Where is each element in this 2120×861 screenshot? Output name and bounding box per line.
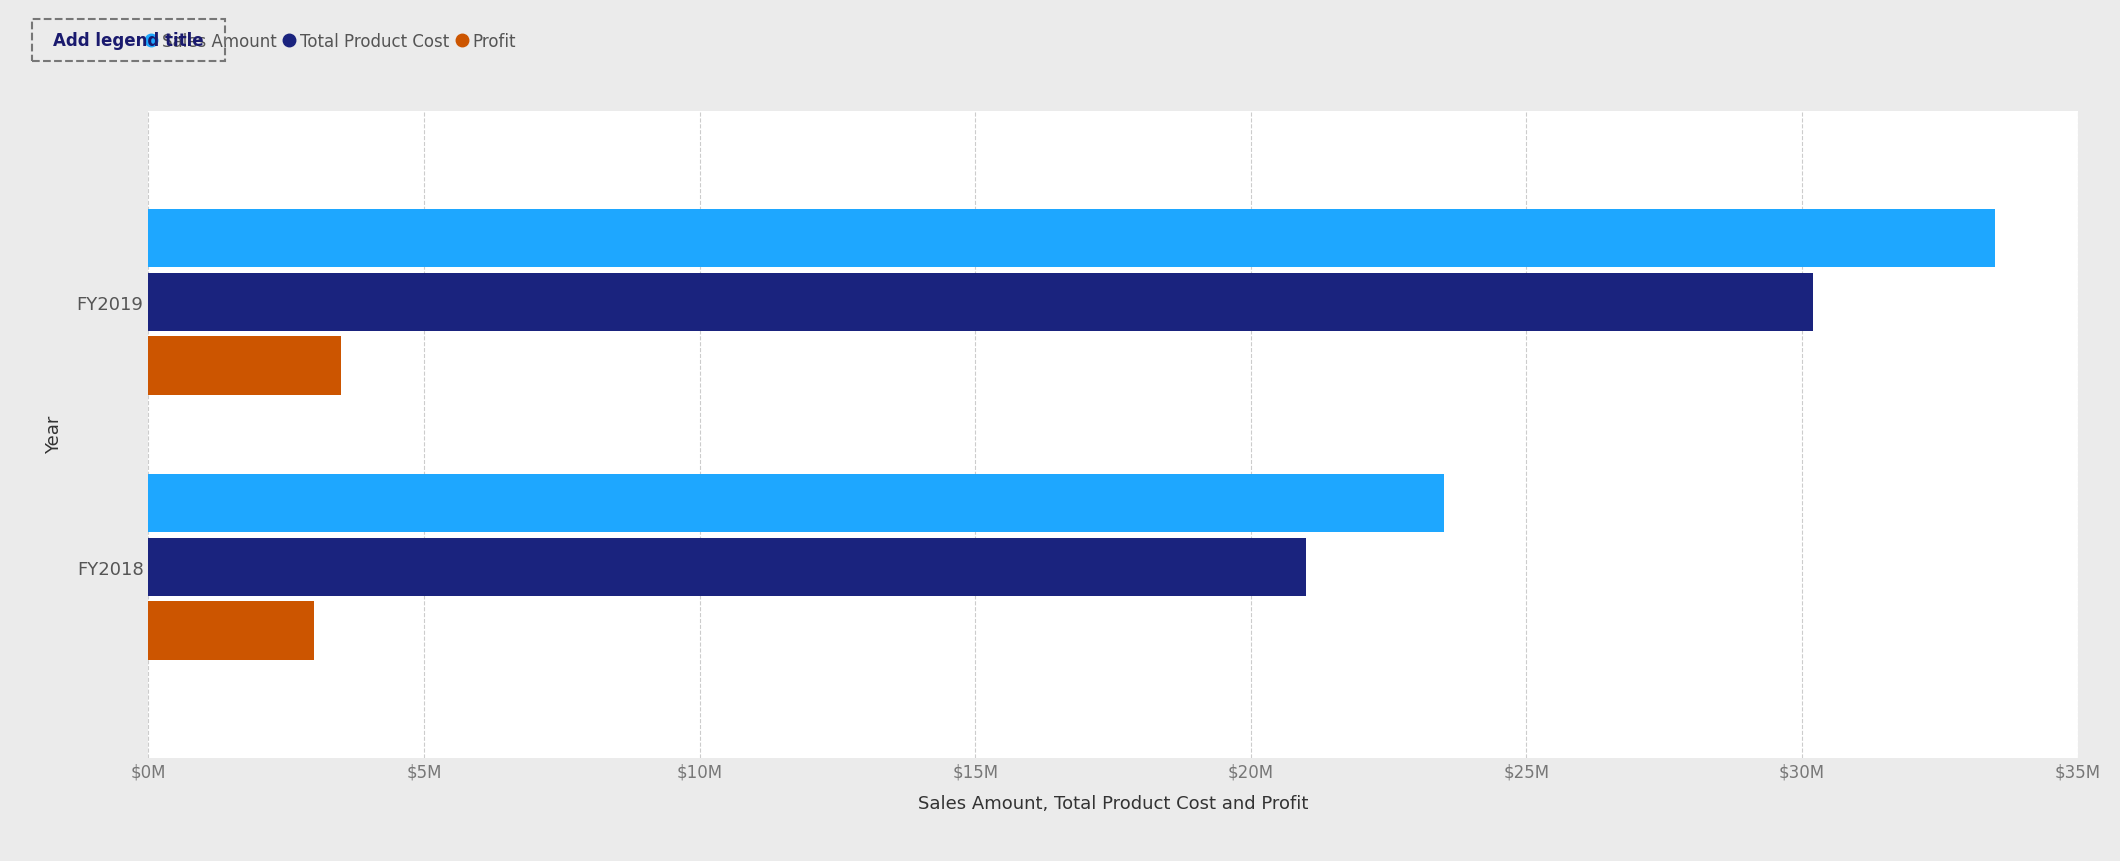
X-axis label: Sales Amount, Total Product Cost and Profit: Sales Amount, Total Product Cost and Pro… <box>918 795 1308 813</box>
Bar <box>148 538 1306 596</box>
Y-axis label: Year: Year <box>45 416 64 454</box>
Bar <box>148 337 341 395</box>
Bar <box>148 474 1444 533</box>
Text: Add legend title: Add legend title <box>53 32 204 49</box>
Bar <box>148 210 1995 268</box>
Bar <box>148 274 1813 331</box>
Bar <box>148 602 314 660</box>
Legend: Sales Amount, Total Product Cost, Profit: Sales Amount, Total Product Cost, Profit <box>146 33 517 51</box>
